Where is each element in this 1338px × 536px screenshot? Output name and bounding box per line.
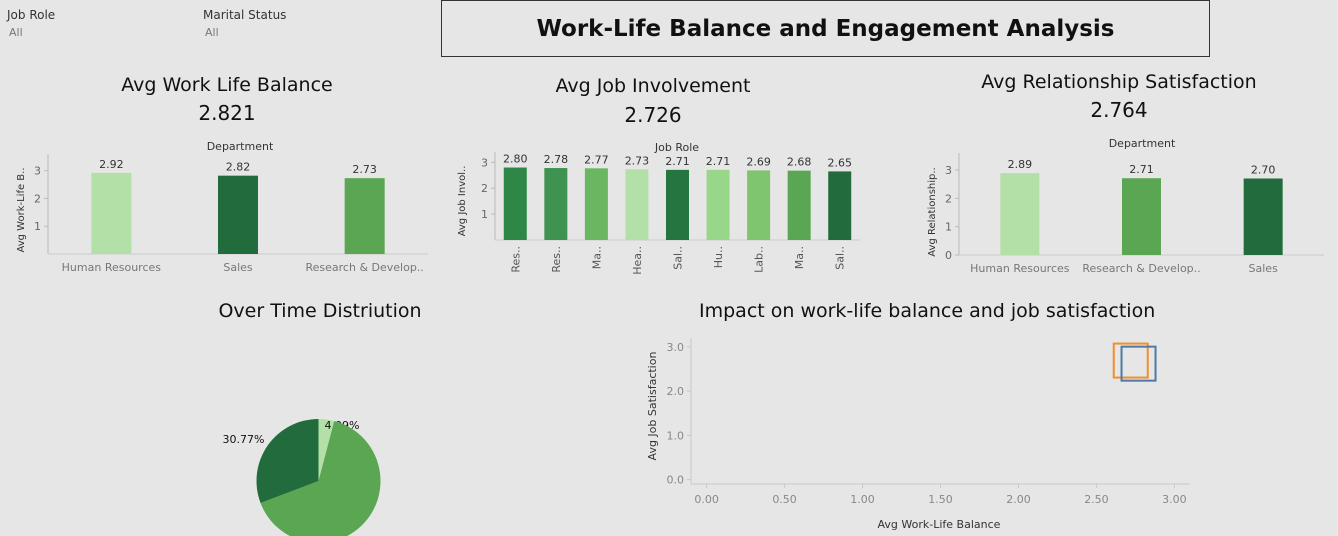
- scatter-y-tick-label: 2.0: [667, 385, 685, 398]
- ji-category-label: Hu..: [712, 246, 725, 268]
- ji-data-label: 2.65: [827, 156, 852, 169]
- rs-bar[interactable]: [1244, 179, 1283, 256]
- ji-category-label: Hea..: [631, 246, 644, 275]
- pie-slice-label: 30.77%: [223, 433, 265, 446]
- scatter-point[interactable]: [1114, 344, 1148, 378]
- ji-category-label: Res..: [550, 246, 563, 273]
- ji-data-label: 2.69: [746, 155, 771, 168]
- rs-y-tick-label: 3: [945, 164, 952, 177]
- scatter-x-tick-label: 3.00: [1162, 493, 1187, 506]
- wlb-category-label: Sales: [223, 261, 253, 274]
- ji-y-axis-label: Avg Job Invol..: [457, 166, 468, 237]
- ji-bar[interactable]: [504, 168, 527, 240]
- job-involvement-bar-chart: Job Role Avg Job Invol.. 1 2 3 2.80 Res.. 2.7…: [445, 135, 875, 280]
- ji-data-label: 2.77: [584, 153, 609, 166]
- scatter-y-tick-label: 1.0: [667, 429, 685, 442]
- ji-bar[interactable]: [788, 171, 811, 240]
- scatter-point[interactable]: [1122, 347, 1156, 381]
- ji-bar[interactable]: [544, 168, 567, 240]
- scatter-x-tick-label: 0.50: [772, 493, 797, 506]
- scatter-y-tick-label: 0.0: [667, 474, 685, 487]
- wlb-y-axis-label: Avg Work-Life B..: [16, 167, 27, 252]
- wlb-bar[interactable]: [345, 178, 385, 254]
- job-role-filter-value[interactable]: All: [9, 26, 55, 39]
- rs-y-tick-label: 1: [945, 221, 952, 234]
- ji-bar[interactable]: [666, 170, 689, 240]
- ji-y-tick-label: 2: [481, 182, 488, 195]
- scatter-x-tick-label: 1.50: [928, 493, 953, 506]
- ji-bar[interactable]: [747, 170, 770, 240]
- ji-category-label: Ma..: [793, 246, 806, 269]
- ji-bar[interactable]: [585, 168, 608, 240]
- marital-status-filter[interactable]: Marital Status All: [203, 8, 286, 39]
- ji-data-label: 2.78: [544, 153, 569, 166]
- ji-data-label: 2.73: [625, 154, 650, 167]
- kpi-value-work-life: 2.821: [67, 101, 387, 125]
- job-role-filter-label: Job Role: [7, 8, 55, 22]
- ji-bar[interactable]: [707, 170, 730, 240]
- overtime-chart-title: Over Time Distriution: [160, 300, 480, 322]
- rs-data-label: 2.70: [1251, 164, 1276, 177]
- marital-status-filter-label: Marital Status: [203, 8, 286, 22]
- kpi-title-work-life: Avg Work Life Balance: [67, 74, 387, 96]
- marital-status-filter-value[interactable]: All: [205, 26, 286, 39]
- wlb-y-tick-label: 3: [34, 165, 41, 178]
- wlb-bar[interactable]: [91, 173, 131, 254]
- rs-data-label: 2.89: [1008, 158, 1033, 171]
- rs-bar[interactable]: [1122, 178, 1161, 255]
- scatter-x-tick-label: 2.00: [1006, 493, 1031, 506]
- wlb-category-label: Research & Develop..: [306, 261, 424, 274]
- ji-bar[interactable]: [828, 171, 851, 240]
- scatter-y-tick-label: 3.0: [667, 341, 685, 354]
- scatter-x-axis-label: Avg Work-Life Balance: [878, 518, 1001, 531]
- rs-category-label: Research & Develop..: [1082, 262, 1200, 275]
- dashboard-title: Work-Life Balance and Engagement Analysi…: [441, 0, 1210, 57]
- wlb-data-label: 2.82: [226, 161, 251, 174]
- ji-data-label: 2.71: [665, 155, 690, 168]
- rs-category-label: Human Resources: [970, 262, 1070, 275]
- rs-y-axis-label: Avg Relationship..: [927, 167, 938, 256]
- ji-data-label: 2.71: [706, 155, 731, 168]
- scatter-y-axis-label: Avg Job Satisfaction: [646, 352, 659, 461]
- ji-category-label: Lab..: [753, 246, 766, 273]
- ji-y-tick-label: 1: [481, 208, 488, 221]
- ji-category-label: Res..: [509, 246, 522, 273]
- scatter-x-tick-label: 1.00: [850, 493, 875, 506]
- ji-category-label: Sal..: [834, 246, 847, 270]
- work-life-bar-chart: Department Avg Work-Life B.. 1 2 3 2.92 Huma…: [0, 135, 440, 280]
- rs-data-label: 2.71: [1129, 163, 1154, 176]
- rs-y-tick-label: 2: [945, 192, 952, 205]
- ji-category-label: Ma..: [590, 246, 603, 269]
- wlb-y-tick-label: 2: [34, 192, 41, 205]
- wlb-data-label: 2.92: [99, 158, 124, 171]
- kpi-title-relationship: Avg Relationship Satisfaction: [949, 71, 1289, 93]
- ji-data-label: 2.68: [787, 156, 812, 169]
- rs-bar[interactable]: [1000, 173, 1039, 255]
- wlb-bar[interactable]: [218, 176, 258, 254]
- rs-category-label: Sales: [1249, 262, 1279, 275]
- kpi-value-job-involvement: 2.726: [493, 103, 813, 127]
- ji-data-label: 2.80: [503, 153, 528, 166]
- wlb-category-label: Human Resources: [62, 261, 162, 274]
- kpi-title-job-involvement: Avg Job Involvement: [493, 75, 813, 97]
- scatter-x-tick-label: 0.00: [694, 493, 719, 506]
- kpi-value-relationship: 2.764: [949, 98, 1289, 122]
- overtime-pie-chart: 4.09%65.14%30.77%: [200, 395, 440, 536]
- scatter-x-tick-label: 2.50: [1084, 493, 1109, 506]
- rs-y-tick-label: 0: [945, 249, 952, 262]
- impact-scatter-chart: Avg Job Satisfaction Avg Work-Life Balan…: [630, 330, 1210, 536]
- job-role-filter[interactable]: Job Role All: [7, 8, 55, 39]
- ji-category-label: Sal..: [672, 246, 685, 270]
- ji-y-tick-label: 3: [481, 156, 488, 169]
- wlb-data-label: 2.73: [352, 163, 377, 176]
- ji-header: Job Role: [654, 141, 699, 154]
- relationship-bar-chart: Department Avg Relationship.. 0 1 2 3 2.89 Hu…: [915, 132, 1335, 280]
- wlb-y-tick-label: 1: [34, 220, 41, 233]
- rs-header: Department: [1109, 137, 1176, 150]
- ji-bar[interactable]: [625, 169, 648, 240]
- wlb-header: Department: [207, 140, 274, 153]
- impact-chart-title: Impact on work-life balance and job sati…: [699, 300, 1155, 322]
